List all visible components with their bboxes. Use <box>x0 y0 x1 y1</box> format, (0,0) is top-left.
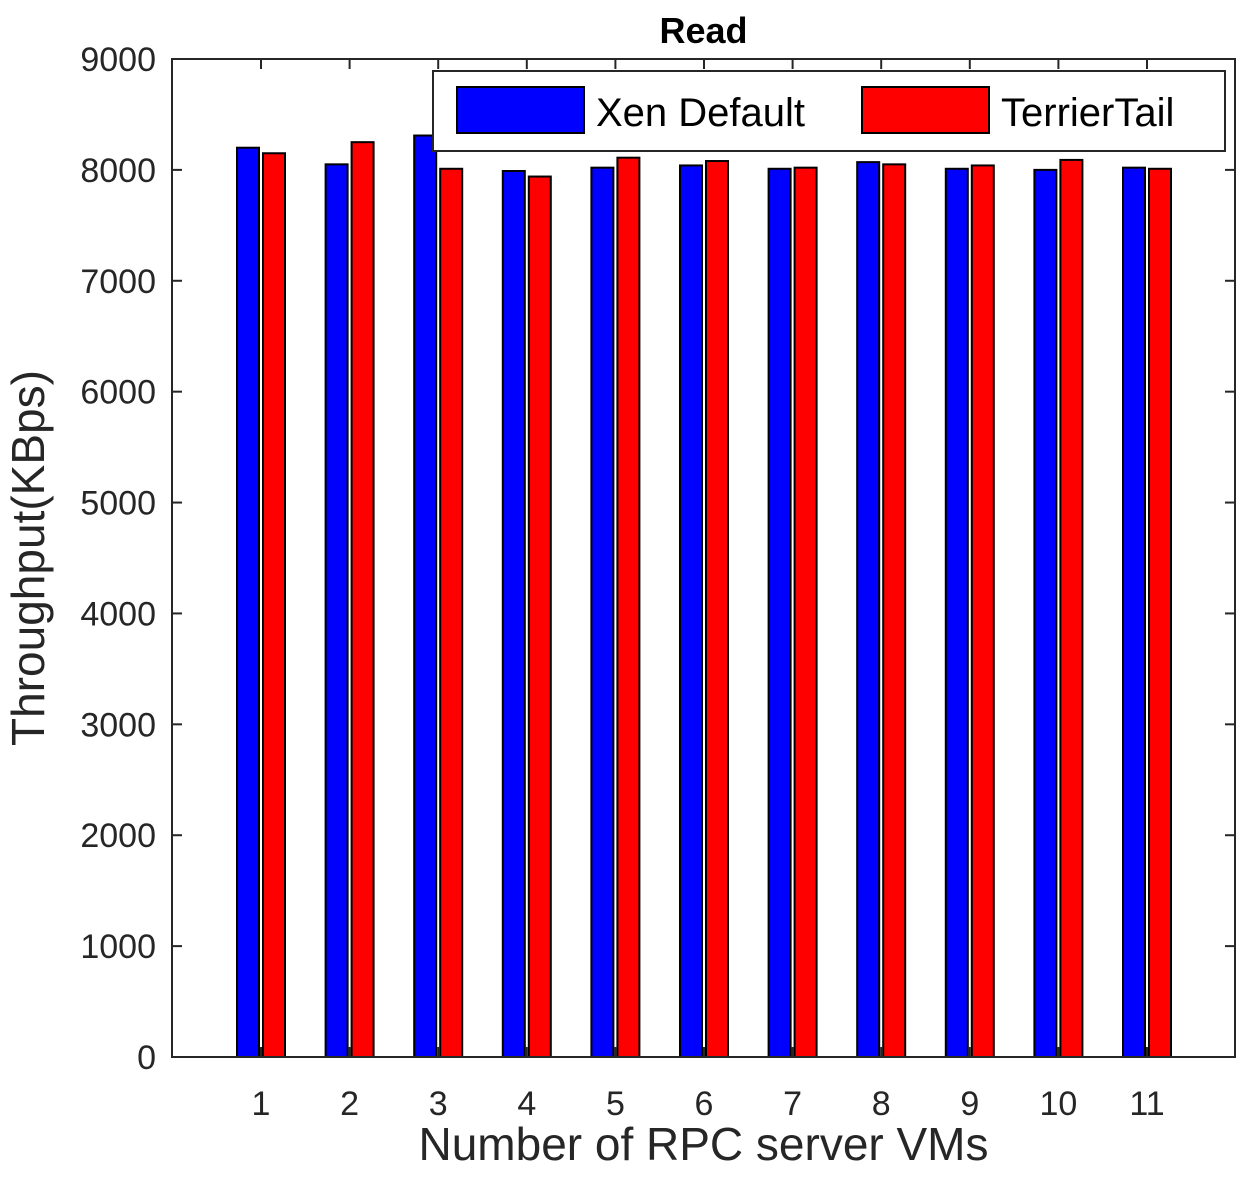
bar-terriertail-2 <box>350 141 375 1058</box>
bar-xen-default-7 <box>767 167 792 1058</box>
bar-terriertail-10 <box>1059 158 1084 1059</box>
y-tick-label: 3000 <box>80 706 156 744</box>
bar-xen-default-8 <box>856 161 881 1059</box>
legend-swatch-terriertail <box>861 86 990 134</box>
y-tick-label: 0 <box>137 1039 156 1077</box>
bar-terriertail-11 <box>1148 167 1172 1058</box>
y-tick-label: 4000 <box>80 595 156 633</box>
bar-xen-default-3 <box>413 134 438 1059</box>
bar-xen-default-1 <box>236 146 260 1058</box>
bar-terriertail-4 <box>527 175 552 1058</box>
axis-ticks: 0 1000 2000 3000 4000 5000 6000 7000 8000 9000 1 2 3… <box>80 41 1235 1123</box>
x-tick-label: 7 <box>783 1085 802 1123</box>
legend: Xen Default TerrierTail <box>432 70 1226 152</box>
y-tick-label: 2000 <box>80 817 156 855</box>
bar-terriertail-8 <box>882 163 907 1059</box>
bars-layer <box>236 134 1172 1059</box>
x-tick-label: 5 <box>606 1085 625 1123</box>
x-tick-label: 4 <box>517 1085 536 1123</box>
x-tick-label: 8 <box>872 1085 891 1123</box>
y-tick-label: 7000 <box>80 263 156 301</box>
x-tick-label: 3 <box>429 1085 448 1123</box>
bar-xen-default-11 <box>1122 166 1146 1059</box>
y-tick-label: 1000 <box>80 928 156 966</box>
bar-xen-default-2 <box>324 163 349 1059</box>
x-tick-label: 6 <box>695 1085 714 1123</box>
bar-xen-default-10 <box>1033 168 1058 1058</box>
bar-terriertail-9 <box>970 164 995 1059</box>
y-axis-label: Throughput(KBps) <box>2 370 54 746</box>
bar-xen-default-9 <box>944 167 969 1058</box>
bar-terriertail-5 <box>616 156 641 1059</box>
bar-xen-default-6 <box>679 164 703 1059</box>
bar-xen-default-5 <box>590 166 615 1059</box>
bar-terriertail-7 <box>793 166 818 1059</box>
legend-swatch-xen-default <box>456 86 585 134</box>
bar-terriertail-3 <box>439 167 464 1058</box>
chart-title: Read <box>659 10 747 51</box>
bar-terriertail-1 <box>262 152 286 1058</box>
x-tick-label: 11 <box>1129 1085 1164 1123</box>
x-tick-label: 10 <box>1039 1085 1077 1123</box>
x-axis-label: Number of RPC server VMs <box>418 1118 988 1170</box>
x-tick-label: 2 <box>340 1085 359 1123</box>
y-tick-label: 8000 <box>80 152 156 190</box>
y-tick-label: 9000 <box>80 41 156 79</box>
y-tick-label: 5000 <box>80 485 156 523</box>
legend-label-terriertail: TerrierTail <box>1001 91 1174 135</box>
x-tick-label: 1 <box>252 1085 271 1123</box>
bar-xen-default-4 <box>501 169 526 1058</box>
y-tick-label: 6000 <box>80 374 156 412</box>
bar-terriertail-6 <box>705 160 729 1059</box>
legend-label-xen-default: Xen Default <box>596 91 805 135</box>
x-tick-label: 9 <box>960 1085 979 1123</box>
